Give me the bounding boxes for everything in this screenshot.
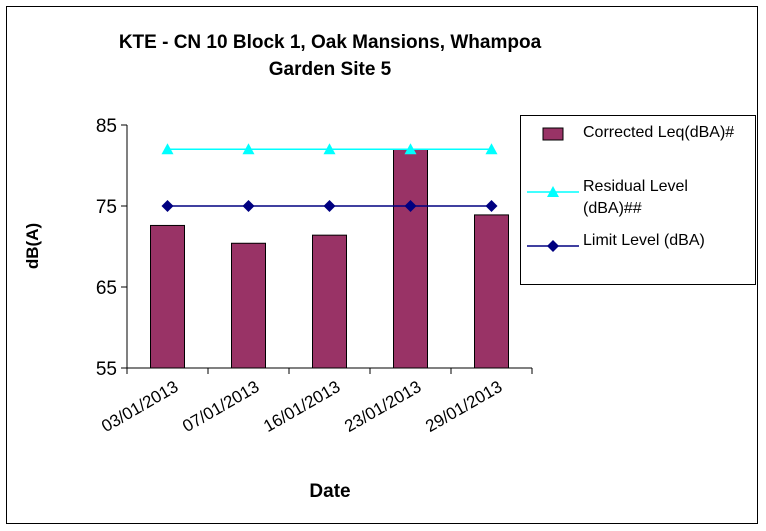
legend-swatch — [542, 127, 564, 141]
bar — [393, 148, 428, 369]
line-marker — [161, 200, 174, 212]
x-axis-label: Date — [309, 481, 350, 502]
line-marker — [485, 143, 498, 155]
line-marker — [323, 143, 336, 155]
legend: Corrected Leq(dBA)# Residual Level (dBA)#… — [520, 115, 756, 285]
line-marker — [404, 200, 417, 212]
line-marker — [323, 200, 336, 212]
legend-item: Corrected Leq(dBA)# — [521, 122, 757, 172]
legend-label: Residual Level (dBA)## — [583, 178, 688, 217]
bar — [474, 214, 509, 369]
y-axis-label: dB(A) — [23, 223, 42, 269]
y-tick-label: 75 — [96, 197, 117, 218]
line-marker — [242, 143, 255, 155]
legend-label: Corrected Leq(dBA)# — [583, 124, 735, 141]
legend-symbol — [527, 240, 579, 252]
line-marker — [547, 240, 559, 252]
bar — [231, 242, 266, 369]
legend-symbol — [542, 127, 564, 141]
y-tick-label: 65 — [96, 278, 117, 299]
legend-item: Limit Level (dBA) — [521, 230, 757, 280]
y-tick-label: 85 — [96, 116, 117, 137]
legend-symbol — [527, 186, 579, 197]
chart-title: KTE - CN 10 Block 1, Oak Mansions, Whamp… — [119, 32, 542, 80]
legend-item: Residual Level (dBA)## — [521, 176, 757, 226]
line-marker — [404, 143, 417, 155]
line-marker — [485, 200, 498, 212]
y-tick-label: 55 — [96, 359, 117, 380]
bar — [312, 234, 347, 369]
line-marker — [161, 143, 174, 155]
legend-label: Limit Level (dBA) — [583, 232, 705, 249]
line-marker — [242, 200, 255, 212]
line-marker — [547, 186, 559, 197]
bar — [150, 224, 185, 369]
